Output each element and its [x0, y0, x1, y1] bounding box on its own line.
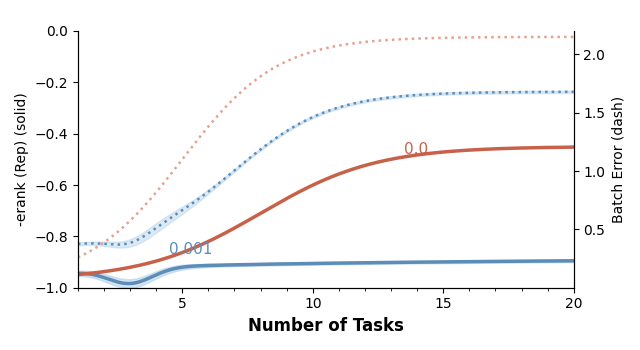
X-axis label: Number of Tasks: Number of Tasks — [248, 317, 404, 335]
Y-axis label: Batch Error (dash): Batch Error (dash) — [611, 96, 625, 223]
Y-axis label: -erank (Rep) (solid): -erank (Rep) (solid) — [15, 92, 29, 226]
Text: 0.001: 0.001 — [169, 242, 212, 257]
Text: 0.0: 0.0 — [404, 142, 428, 157]
